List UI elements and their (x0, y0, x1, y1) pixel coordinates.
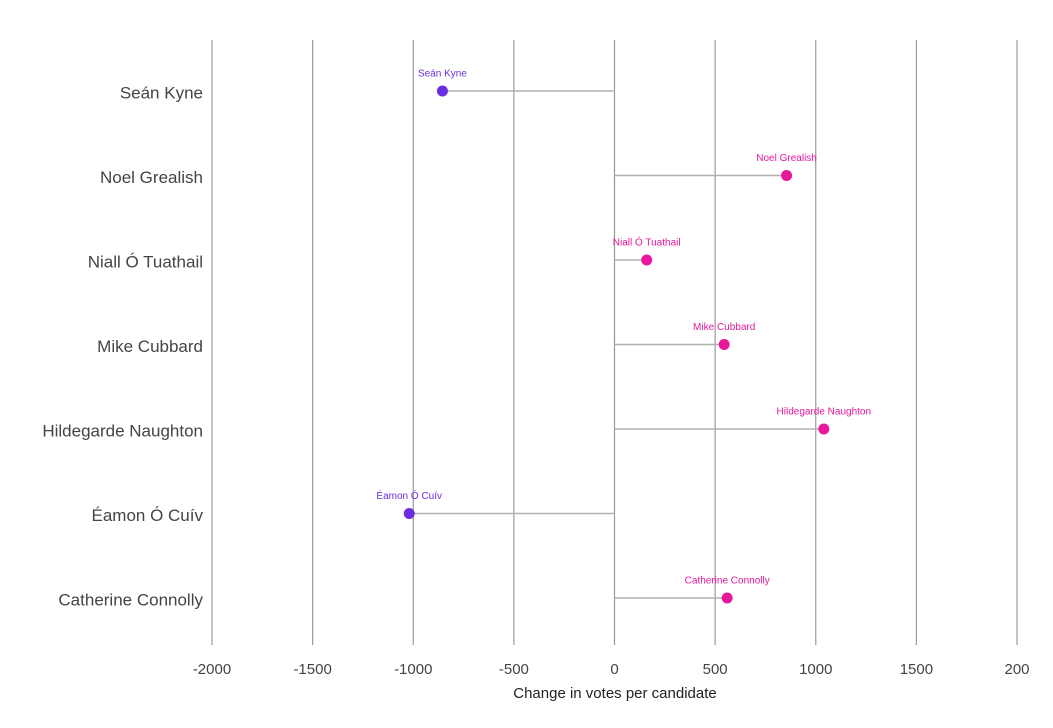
point (403, 508, 415, 519)
x-tick-label: 200 (1004, 661, 1029, 678)
x-tick-label: 500 (703, 661, 728, 678)
point-label: Éamon Ó Cuív (376, 489, 442, 502)
point (641, 254, 653, 266)
point (721, 592, 733, 604)
y-tick-label: Catherine Connolly (58, 590, 203, 609)
x-tick-label: -2000 (193, 661, 231, 678)
x-tick-label: -1500 (293, 661, 331, 678)
x-tick-label: -1000 (394, 661, 432, 678)
x-axis-title: Change in votes per candidate (513, 685, 716, 702)
y-tick-label: Niall Ó Tuathail (88, 252, 203, 271)
point-label: Seán Kyne (418, 69, 467, 80)
y-tick-label: Noel Grealish (100, 168, 203, 187)
point (718, 339, 730, 350)
point-label: Hildegarde Naughton (777, 407, 872, 418)
y-tick-label: Mike Cubbard (97, 337, 203, 356)
point (818, 423, 830, 435)
x-tick-label: 1500 (900, 661, 933, 678)
point-label: Catherine Connolly (685, 576, 770, 587)
point (436, 85, 448, 97)
y-tick-label: Seán Kyne (120, 83, 203, 102)
point (781, 170, 793, 181)
point-label: Noel Grealish (756, 153, 817, 164)
y-tick-label: Éamon Ó Cuív (92, 506, 204, 525)
point-label: Mike Cubbard (693, 322, 755, 333)
x-tick-label: 1000 (799, 661, 832, 678)
point-label: Niall Ó Tuathail (613, 236, 681, 249)
x-tick-label: -500 (499, 661, 529, 678)
x-tick-label: 0 (610, 661, 618, 678)
y-tick-label: Hildegarde Naughton (42, 421, 203, 440)
